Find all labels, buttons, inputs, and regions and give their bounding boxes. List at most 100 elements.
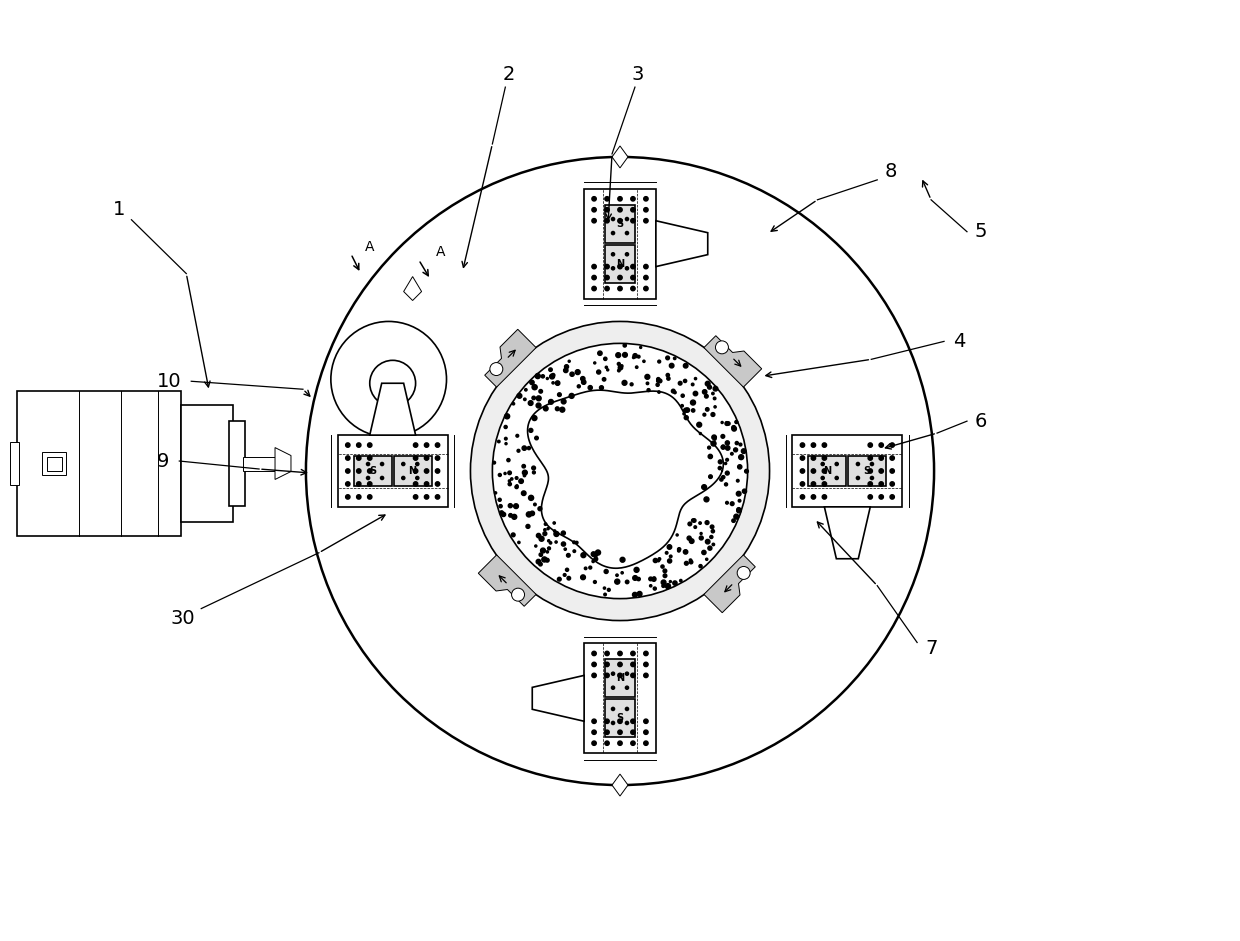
Circle shape	[742, 449, 746, 454]
Circle shape	[367, 455, 372, 460]
Circle shape	[604, 587, 605, 589]
Circle shape	[821, 476, 825, 480]
Circle shape	[703, 390, 707, 394]
Circle shape	[512, 588, 525, 601]
Circle shape	[512, 515, 517, 519]
Circle shape	[605, 208, 609, 212]
Circle shape	[708, 446, 711, 449]
Circle shape	[543, 529, 546, 531]
Circle shape	[505, 438, 507, 440]
Circle shape	[800, 443, 805, 447]
Circle shape	[704, 497, 709, 502]
Circle shape	[711, 441, 715, 446]
Circle shape	[575, 370, 580, 375]
Circle shape	[701, 533, 702, 534]
Circle shape	[624, 343, 626, 347]
Circle shape	[737, 508, 742, 513]
Polygon shape	[605, 660, 635, 697]
Circle shape	[435, 443, 440, 447]
Circle shape	[631, 673, 635, 678]
Circle shape	[619, 365, 622, 370]
Circle shape	[424, 443, 429, 447]
Circle shape	[800, 469, 805, 473]
Circle shape	[684, 562, 688, 566]
Circle shape	[683, 379, 687, 383]
Circle shape	[526, 524, 529, 529]
Circle shape	[536, 396, 541, 401]
Circle shape	[635, 366, 637, 368]
Circle shape	[618, 369, 620, 372]
Circle shape	[706, 381, 711, 386]
Circle shape	[666, 551, 668, 554]
Circle shape	[606, 369, 609, 371]
Circle shape	[564, 548, 567, 550]
Circle shape	[725, 440, 729, 445]
Text: 7: 7	[925, 639, 937, 658]
Circle shape	[821, 462, 825, 466]
Bar	[47, 456, 62, 470]
Circle shape	[582, 380, 587, 384]
Circle shape	[532, 396, 536, 400]
Polygon shape	[337, 435, 448, 507]
Circle shape	[511, 533, 515, 536]
Polygon shape	[613, 146, 627, 167]
Circle shape	[734, 448, 738, 452]
Polygon shape	[527, 391, 723, 568]
Circle shape	[523, 398, 526, 401]
Circle shape	[413, 469, 418, 473]
Circle shape	[800, 455, 805, 460]
Circle shape	[644, 276, 649, 279]
Circle shape	[658, 558, 661, 560]
Circle shape	[591, 551, 596, 556]
Circle shape	[822, 455, 827, 460]
Circle shape	[640, 346, 642, 348]
Circle shape	[573, 541, 575, 544]
Circle shape	[603, 377, 606, 381]
Circle shape	[712, 530, 714, 533]
Circle shape	[553, 530, 556, 532]
Circle shape	[811, 455, 816, 460]
Bar	[229, 422, 246, 506]
Polygon shape	[605, 245, 635, 282]
Circle shape	[725, 458, 728, 461]
Circle shape	[542, 557, 547, 562]
Circle shape	[713, 438, 715, 440]
Circle shape	[591, 651, 596, 656]
Circle shape	[544, 523, 547, 525]
Circle shape	[670, 581, 671, 582]
Circle shape	[498, 498, 501, 502]
Circle shape	[870, 476, 873, 480]
Circle shape	[800, 482, 805, 486]
Circle shape	[596, 370, 600, 375]
Circle shape	[644, 197, 649, 201]
Circle shape	[811, 469, 816, 473]
Circle shape	[529, 511, 534, 516]
Circle shape	[424, 495, 429, 499]
Circle shape	[868, 495, 873, 499]
Circle shape	[367, 495, 372, 499]
Circle shape	[870, 462, 873, 466]
Circle shape	[611, 686, 615, 690]
Circle shape	[415, 462, 419, 466]
Circle shape	[713, 397, 715, 400]
Circle shape	[556, 407, 559, 410]
Circle shape	[594, 362, 595, 364]
Circle shape	[708, 385, 712, 390]
Circle shape	[605, 366, 608, 369]
Circle shape	[357, 482, 361, 486]
Circle shape	[498, 504, 502, 508]
Circle shape	[637, 592, 642, 597]
Circle shape	[738, 465, 742, 469]
Circle shape	[811, 482, 816, 486]
Circle shape	[618, 730, 622, 734]
Circle shape	[346, 495, 350, 499]
Polygon shape	[605, 205, 635, 243]
Circle shape	[625, 217, 629, 220]
Circle shape	[625, 581, 629, 583]
Circle shape	[684, 416, 688, 420]
Circle shape	[357, 495, 361, 499]
Circle shape	[522, 465, 526, 468]
Circle shape	[505, 425, 507, 428]
Circle shape	[538, 507, 542, 511]
Circle shape	[699, 565, 702, 567]
